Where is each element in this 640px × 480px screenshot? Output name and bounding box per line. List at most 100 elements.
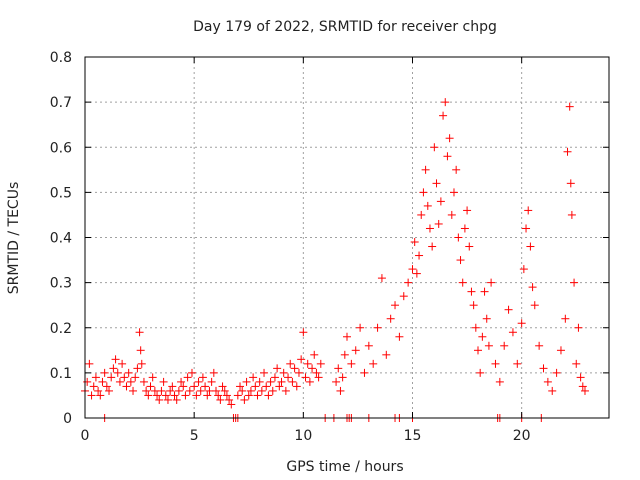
data-point bbox=[159, 377, 168, 386]
data-point bbox=[308, 364, 317, 373]
data-point bbox=[421, 165, 430, 174]
data-point bbox=[482, 314, 491, 323]
data-point bbox=[449, 188, 458, 197]
y-tick-label: 0.6 bbox=[50, 140, 72, 156]
data-point bbox=[220, 386, 229, 395]
y-tick-label: 0.1 bbox=[50, 366, 72, 382]
data-point bbox=[179, 382, 188, 391]
data-point bbox=[535, 341, 544, 350]
data-point bbox=[434, 219, 443, 228]
data-point bbox=[467, 287, 476, 296]
data-point bbox=[236, 382, 245, 391]
data-point bbox=[157, 386, 166, 395]
data-point bbox=[225, 395, 234, 404]
data-point bbox=[471, 323, 480, 332]
data-point bbox=[183, 373, 192, 382]
data-point bbox=[548, 386, 557, 395]
data-point bbox=[567, 210, 576, 219]
data-point bbox=[469, 301, 478, 310]
chart-title: Day 179 of 2022, SRMTID for receiver chp… bbox=[193, 19, 497, 35]
data-point bbox=[212, 386, 220, 395]
data-point bbox=[351, 346, 360, 355]
y-axis-ticks: 0 0.1 0.2 0.3 0.4 0.5 0.6 0.7 0.8 bbox=[50, 50, 609, 427]
data-point bbox=[336, 386, 345, 395]
data-point bbox=[166, 386, 175, 395]
data-point bbox=[144, 391, 153, 400]
data-point bbox=[580, 386, 589, 395]
data-point bbox=[288, 377, 297, 386]
y-tick-label: 0.3 bbox=[50, 276, 72, 292]
x-tick-label: 20 bbox=[513, 428, 531, 444]
data-point bbox=[484, 341, 493, 350]
data-point bbox=[297, 355, 306, 364]
data-point bbox=[543, 377, 552, 386]
data-point bbox=[419, 188, 428, 197]
data-point bbox=[153, 391, 162, 400]
data-point bbox=[524, 206, 533, 215]
data-point bbox=[495, 377, 504, 386]
data-point bbox=[316, 359, 325, 368]
data-point bbox=[233, 391, 242, 400]
x-tick-label: 10 bbox=[294, 428, 312, 444]
data-point bbox=[115, 377, 124, 386]
data-point bbox=[456, 256, 465, 265]
data-point bbox=[458, 278, 467, 287]
data-point bbox=[109, 364, 118, 373]
data-point bbox=[94, 386, 103, 395]
data-point bbox=[192, 391, 201, 400]
data-point bbox=[266, 377, 275, 386]
data-point bbox=[576, 373, 585, 382]
data-point bbox=[273, 364, 282, 373]
data-point bbox=[264, 391, 273, 400]
data-point bbox=[286, 359, 295, 368]
data-point bbox=[137, 359, 146, 368]
data-point bbox=[185, 386, 194, 395]
data-point bbox=[578, 382, 587, 391]
data-point bbox=[522, 224, 531, 233]
data-point bbox=[238, 386, 247, 395]
data-point bbox=[539, 364, 548, 373]
data-point bbox=[249, 373, 258, 382]
data-point bbox=[478, 332, 487, 341]
data-point bbox=[279, 368, 288, 377]
data-point bbox=[251, 382, 260, 391]
data-point bbox=[148, 373, 157, 382]
x-axis-label: GPS time / hours bbox=[286, 459, 403, 475]
data-point bbox=[284, 373, 293, 382]
data-point bbox=[292, 382, 301, 391]
y-tick-label: 0.4 bbox=[50, 231, 72, 247]
y-tick-label: 0.5 bbox=[50, 185, 72, 201]
data-point bbox=[425, 224, 434, 233]
data-point bbox=[83, 377, 92, 386]
data-point bbox=[270, 373, 279, 382]
data-point bbox=[423, 201, 432, 210]
y-tick-label: 0.7 bbox=[50, 95, 72, 111]
data-point bbox=[314, 373, 323, 382]
data-point bbox=[113, 368, 122, 377]
data-point bbox=[500, 341, 509, 350]
data-point bbox=[168, 382, 177, 391]
data-point bbox=[111, 355, 120, 364]
data-point bbox=[209, 368, 218, 377]
data-point bbox=[476, 368, 485, 377]
data-point bbox=[244, 391, 253, 400]
data-point bbox=[290, 364, 299, 373]
data-point bbox=[417, 210, 426, 219]
data-point bbox=[170, 391, 179, 400]
data-point bbox=[563, 147, 572, 156]
data-point bbox=[299, 328, 308, 337]
data-point bbox=[526, 242, 535, 251]
data-point bbox=[102, 382, 111, 391]
data-point bbox=[566, 179, 575, 188]
data-point bbox=[294, 368, 303, 377]
data-point bbox=[131, 373, 140, 382]
data-point bbox=[129, 386, 138, 395]
data-point bbox=[240, 395, 249, 404]
x-tick-label: 15 bbox=[404, 428, 422, 444]
data-point bbox=[303, 359, 312, 368]
data-point bbox=[96, 391, 105, 400]
data-point bbox=[135, 328, 144, 337]
data-point bbox=[474, 346, 482, 355]
data-point bbox=[570, 278, 579, 287]
